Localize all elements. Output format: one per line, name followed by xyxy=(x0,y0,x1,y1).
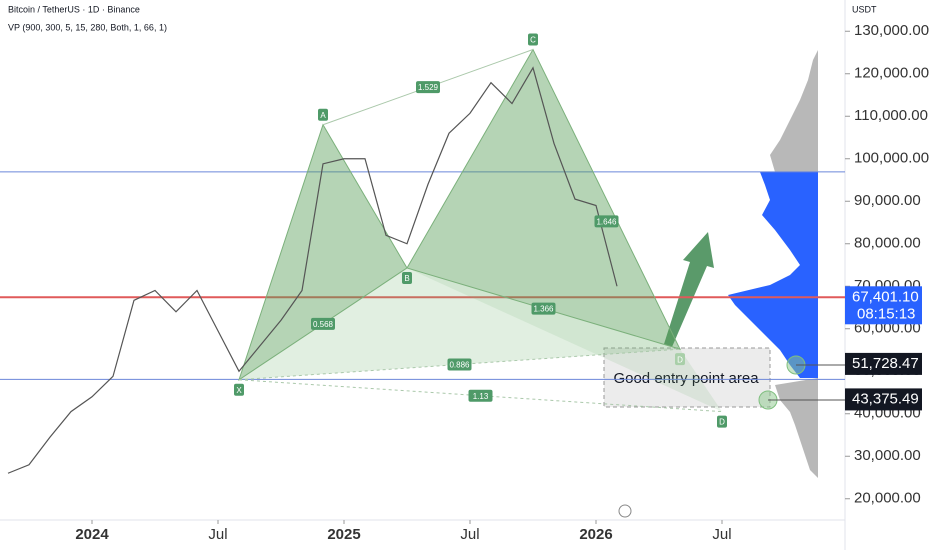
ratio-label: 1.646 xyxy=(596,217,617,226)
price-label: 67,401.10 xyxy=(852,288,919,305)
x-tick-label: Jul xyxy=(208,526,227,543)
pattern-fill-light xyxy=(407,267,722,412)
y-tick-label: 80,000.00 xyxy=(854,235,921,252)
ratio-label: 1.13 xyxy=(473,392,489,401)
vp-upper xyxy=(770,50,818,172)
point-label: A xyxy=(320,111,326,120)
icon xyxy=(618,504,632,518)
currency: USDT xyxy=(852,4,877,14)
indicator: VP (900, 300, 5, 15, 280, Both, 1, 66, 1… xyxy=(8,22,167,32)
point-badge xyxy=(717,415,727,428)
price-label: 43,375.49 xyxy=(852,390,919,407)
point-label: B xyxy=(404,274,409,283)
vp-lower xyxy=(775,378,818,478)
ratio-badge xyxy=(594,215,619,228)
x-tick-label: 2026 xyxy=(579,526,612,543)
ratio-badge xyxy=(447,358,472,371)
y-tick-label: 130,000.00 xyxy=(854,22,929,39)
ratio-label: 1.366 xyxy=(533,305,554,314)
point-label: C xyxy=(530,36,536,45)
vp-value-area xyxy=(728,172,818,378)
ratio-badge xyxy=(416,81,440,94)
y-tick-label: 110,000.00 xyxy=(854,107,928,124)
x-tick-label: 2024 xyxy=(75,526,109,543)
y-tick-label: 90,000.00 xyxy=(854,192,921,209)
ratio-badge xyxy=(468,389,493,402)
price-badge xyxy=(845,352,922,375)
ratio-badge xyxy=(531,302,556,315)
x-tick-label: Jul xyxy=(712,526,731,543)
entry-box xyxy=(603,347,771,408)
volume-profile xyxy=(728,50,818,478)
ratio-label: 1.529 xyxy=(418,83,439,92)
price-label: 51,728.47 xyxy=(852,355,919,372)
price-badge xyxy=(845,286,922,325)
point-badge xyxy=(318,108,328,121)
point-badge xyxy=(528,33,538,46)
point-badge xyxy=(675,353,685,366)
point-label: D xyxy=(719,418,725,427)
point-label: D xyxy=(677,355,683,364)
x-tick-label: Jul xyxy=(460,526,479,543)
x-tick-label: 2025 xyxy=(327,526,360,543)
annotation: Good entry point area xyxy=(613,370,759,387)
point-label: X xyxy=(236,386,242,395)
arrow xyxy=(664,232,714,347)
y-tick-label: 30,000.00 xyxy=(854,447,921,464)
point-badge xyxy=(402,271,412,284)
price-badge xyxy=(845,388,922,411)
ratio-badge xyxy=(311,317,335,330)
point-badge xyxy=(234,383,244,396)
pattern-fill-light xyxy=(239,267,680,380)
y-tick-label: 120,000.00 xyxy=(854,65,929,82)
symbol: Bitcoin / TetherUS · 1D · Binance xyxy=(8,4,140,14)
price-line xyxy=(7,66,618,474)
countdown: 08:15:13 xyxy=(857,305,915,322)
y-tick-label: 20,000.00 xyxy=(854,490,921,507)
ratio-label: 0.886 xyxy=(449,361,470,370)
pattern-guide xyxy=(238,348,681,381)
ratio-label: 0.568 xyxy=(313,320,334,329)
y-tick-label: 100,000.00 xyxy=(854,150,929,167)
